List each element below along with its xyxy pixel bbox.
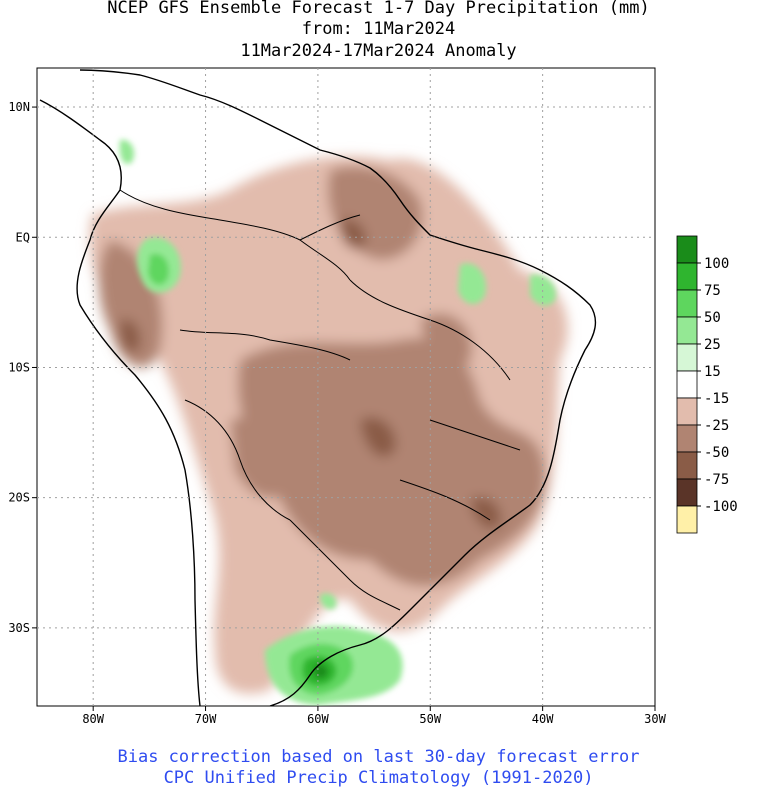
legend-label: -75: [704, 472, 729, 488]
lat-tick-label: 30S: [8, 621, 30, 635]
lat-tick-label: 10S: [8, 360, 30, 374]
legend-swatch: [676, 478, 698, 507]
map-grid: [37, 68, 655, 706]
legend-swatch: [676, 262, 698, 291]
legend-swatch: [676, 343, 698, 372]
footer-line-2: CPC Unified Precip Climatology (1991-202…: [163, 768, 594, 788]
legend-swatch: [676, 397, 698, 426]
coastline: [39, 69, 597, 706]
footer-line-1: Bias correction based on last 30-day for…: [117, 747, 640, 767]
legend-label: 50: [704, 310, 721, 326]
wet-anomaly-shading: [119, 139, 556, 705]
lon-tick-label: 50W: [419, 712, 441, 726]
lon-tick-label: 40W: [532, 712, 554, 726]
map-axes: 80W 70W 60W 50W 40W 30W 10N EQ 10S 20S 30S: [8, 100, 666, 726]
legend-swatch: [676, 235, 698, 264]
title-line-1: NCEP GFS Ensemble Forecast 1-7 Day Preci…: [107, 0, 650, 18]
lat-tick-label: EQ: [16, 230, 30, 244]
legend-label: -15: [704, 391, 729, 407]
legend-swatch: [676, 289, 698, 318]
lat-tick-label: 20S: [8, 491, 30, 505]
lon-tick-label: 60W: [307, 712, 329, 726]
legend-label: 15: [704, 364, 721, 380]
legend-swatch: [676, 370, 698, 399]
lon-tick-label: 70W: [195, 712, 217, 726]
legend-swatch: [676, 316, 698, 345]
legend-label: 100: [704, 256, 729, 272]
title-line-2: from: 11Mar2024: [301, 19, 456, 39]
lon-tick-label: 30W: [644, 712, 666, 726]
legend-label: -25: [704, 418, 729, 434]
title-line-3: 11Mar2024-17Mar2024 Anomaly: [240, 41, 517, 61]
color-legend: 100 75 50 25 15 -15 -25 -50 -75 -100: [676, 235, 738, 534]
legend-label: -100: [704, 499, 738, 515]
legend-swatch: [676, 424, 698, 453]
legend-label: 25: [704, 337, 721, 353]
legend-swatch: [676, 505, 698, 534]
lat-tick-label: 10N: [8, 100, 30, 114]
dry-anomaly-shading: [89, 156, 568, 694]
legend-swatch: [676, 451, 698, 480]
legend-label: -50: [704, 445, 729, 461]
legend-label: 75: [704, 283, 721, 299]
lon-tick-label: 80W: [82, 712, 104, 726]
